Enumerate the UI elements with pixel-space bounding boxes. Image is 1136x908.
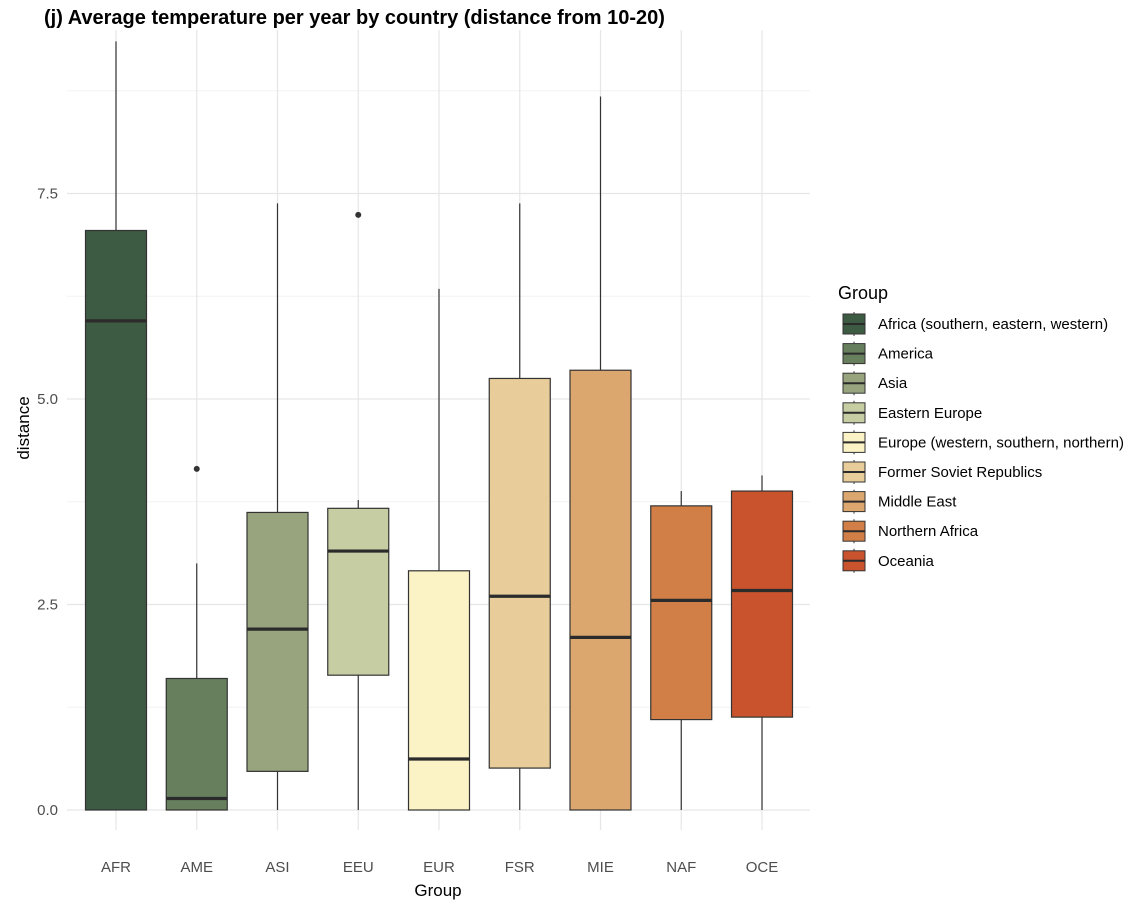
y-tick-label: 5.0 [37, 391, 58, 408]
box-body [84, 229, 148, 811]
x-axis-label: Group [414, 881, 461, 900]
legend-label: Africa (southern, eastern, western) [878, 316, 1108, 333]
box-asi [246, 203, 309, 810]
legend-title: Group [838, 283, 888, 303]
box-body [165, 677, 228, 811]
box-naf [650, 491, 713, 810]
legend-label: Middle East [878, 494, 957, 511]
legend-item: Oceania [842, 548, 935, 573]
legend-item: America [842, 341, 934, 366]
x-tick-label: AME [180, 859, 213, 876]
legend: Group Africa (southern, eastern, western… [838, 283, 1124, 573]
box-afr [84, 41, 148, 811]
x-tick-label: AFR [101, 859, 131, 876]
legend-item: Africa (southern, eastern, western) [842, 312, 1108, 336]
box-body [730, 490, 794, 718]
legend-label: America [878, 346, 934, 363]
y-tick-label: 7.5 [37, 186, 58, 203]
legend-label: Former Soviet Republics [878, 464, 1042, 481]
outlier-point [355, 211, 362, 218]
legend-item: Eastern Europe [842, 400, 982, 425]
legend-item: Former Soviet Republics [842, 460, 1042, 484]
box-eur [407, 288, 471, 811]
x-tick-label: MIE [587, 859, 614, 876]
x-tick-label: EEU [343, 859, 374, 876]
y-tick-label: 2.5 [37, 597, 58, 614]
y-tick-label: 0.0 [37, 802, 58, 819]
x-tick-label: FSR [505, 859, 535, 876]
box-body [569, 369, 632, 811]
box-body [488, 377, 551, 769]
box-body [407, 570, 471, 811]
legend-item: Europe (western, southern, northern) [842, 430, 1124, 455]
box-body [650, 505, 713, 721]
y-axis-ticks: 0.0 2.5 5.0 7.5 [37, 186, 58, 820]
x-tick-label: OCE [746, 859, 779, 876]
x-axis-ticks: AFR AME ASI EEU EUR FSR MIE NAF OCE [101, 859, 778, 876]
box-mie [569, 96, 632, 811]
legend-label: Northern Africa [878, 523, 979, 540]
box-body [246, 511, 309, 772]
x-tick-label: EUR [423, 859, 455, 876]
legend-item: Northern Africa [842, 519, 979, 544]
legend-label: Europe (western, southern, northern) [878, 434, 1124, 451]
box-oce [730, 475, 794, 810]
box-eeu [327, 211, 390, 810]
x-tick-label: ASI [265, 859, 289, 876]
y-axis-label: distance [14, 396, 33, 459]
x-tick-label: NAF [666, 859, 696, 876]
box-ame [165, 465, 228, 811]
box-body [327, 507, 390, 676]
box-fsr [488, 203, 551, 810]
outlier-point [193, 465, 200, 472]
legend-label: Oceania [878, 553, 935, 570]
legend-item: Middle East [842, 489, 957, 514]
legend-label: Asia [878, 375, 908, 392]
plot-area [84, 41, 794, 811]
chart-title: (j) Average temperature per year by coun… [44, 7, 665, 29]
legend-item: Asia [842, 371, 908, 396]
legend-label: Eastern Europe [878, 405, 982, 422]
